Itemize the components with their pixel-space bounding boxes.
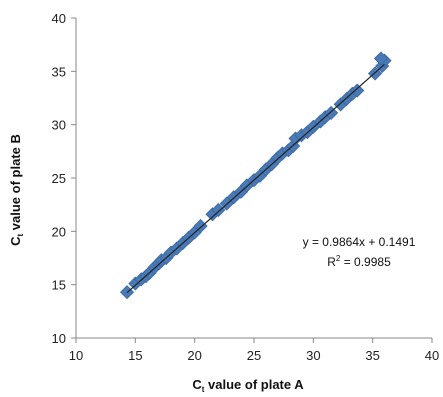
x-axis-title: Ct value of plate A xyxy=(192,377,304,394)
data-point xyxy=(324,105,339,120)
plot-area: 10 15 20 25 30 35 40 10 15 20 25 30 35 40 xyxy=(52,11,440,363)
x-tick-label: 35 xyxy=(365,348,379,363)
x-tick-label: 20 xyxy=(187,348,201,363)
x-tick-label: 15 xyxy=(128,348,142,363)
data-point xyxy=(373,51,389,66)
y-tick-label: 35 xyxy=(52,64,66,79)
x-axis-ticks: 10 15 20 25 30 35 40 xyxy=(69,338,439,363)
x-tick-label: 10 xyxy=(69,348,83,363)
y-tick-label: 15 xyxy=(52,278,66,293)
y-tick-label: 40 xyxy=(52,11,66,26)
y-tick-label: 10 xyxy=(52,331,66,346)
x-tick-label: 40 xyxy=(425,348,439,363)
x-tick-label: 30 xyxy=(306,348,320,363)
trendline-equation: y = 0.9864x + 0.1491 xyxy=(303,235,416,249)
y-tick-label: 30 xyxy=(52,118,66,133)
trendline xyxy=(126,63,385,294)
x-tick-label: 25 xyxy=(247,348,261,363)
y-axis-ticks: 10 15 20 25 30 35 40 xyxy=(52,11,76,346)
data-point xyxy=(350,83,365,98)
y-axis-title: Ct value of plate B xyxy=(8,134,25,246)
r-squared-label: R2 = 0.9985 xyxy=(327,254,391,269)
y-tick-label: 20 xyxy=(52,224,66,239)
y-tick-label: 25 xyxy=(52,171,66,186)
